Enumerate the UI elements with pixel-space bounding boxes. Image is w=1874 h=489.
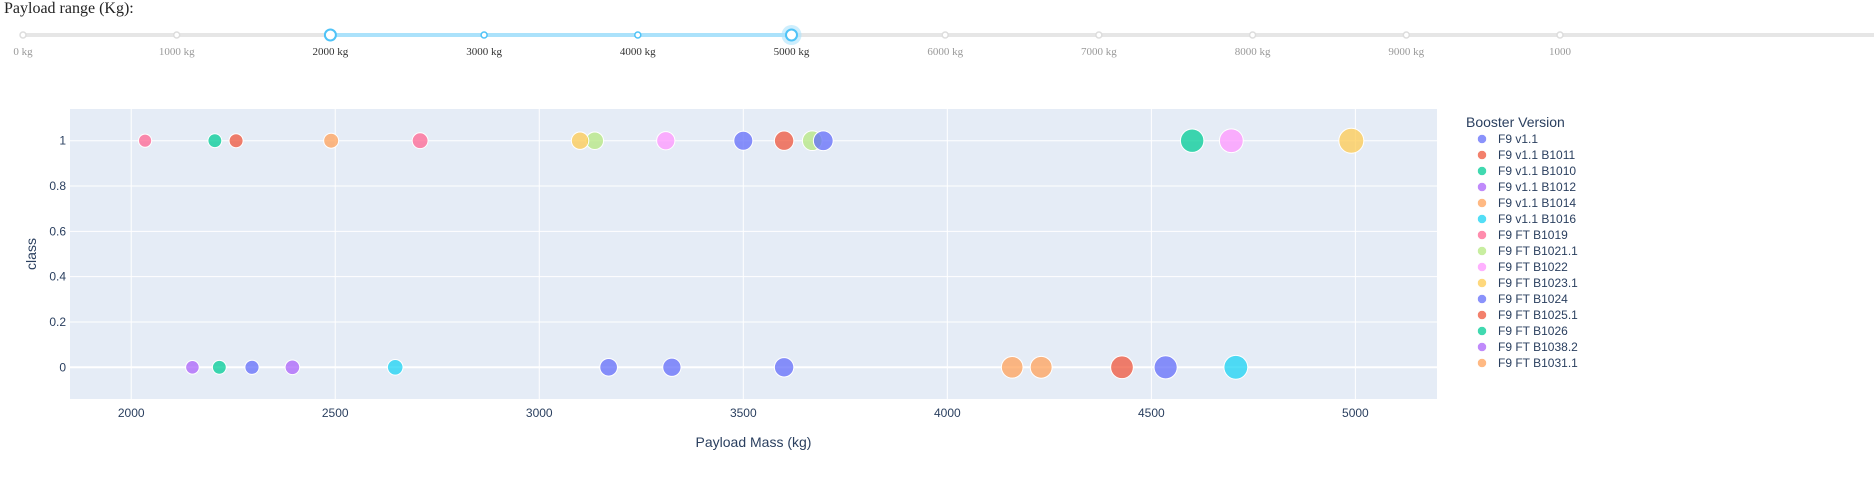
legend-label[interactable]: F9 FT B1038.2 xyxy=(1498,340,1578,354)
legend-marker[interactable] xyxy=(1478,135,1487,144)
data-point[interactable] xyxy=(186,360,200,374)
legend-marker[interactable] xyxy=(1478,215,1487,224)
y-tick-label: 0 xyxy=(59,360,66,374)
data-point[interactable] xyxy=(139,134,152,147)
x-tick-label: 4000 xyxy=(934,406,961,420)
data-point[interactable] xyxy=(734,131,753,150)
y-tick-label: 0.4 xyxy=(49,270,66,284)
data-point[interactable] xyxy=(1001,356,1023,378)
legend-label[interactable]: F9 FT B1021.1 xyxy=(1498,244,1578,258)
data-point[interactable] xyxy=(600,358,618,376)
x-tick-label: 4500 xyxy=(1138,406,1165,420)
data-point[interactable] xyxy=(1339,128,1364,153)
data-point[interactable] xyxy=(1180,129,1203,152)
legend-label[interactable]: F9 FT B1022 xyxy=(1498,260,1568,274)
y-axis-title: class xyxy=(23,238,39,270)
legend-marker[interactable] xyxy=(1478,343,1487,352)
data-point[interactable] xyxy=(571,132,588,149)
legend-marker[interactable] xyxy=(1478,167,1487,176)
y-tick-label: 0.8 xyxy=(49,179,66,193)
legend-marker[interactable] xyxy=(1478,231,1487,240)
legend-title: Booster Version xyxy=(1466,114,1565,130)
data-point[interactable] xyxy=(813,131,833,151)
legend-marker[interactable] xyxy=(1478,295,1487,304)
legend-label[interactable]: F9 FT B1019 xyxy=(1498,228,1568,242)
data-point[interactable] xyxy=(387,359,403,375)
legend-label[interactable]: F9 FT B1026 xyxy=(1498,324,1568,338)
legend-label[interactable]: F9 v1.1 B1014 xyxy=(1498,196,1576,210)
data-point[interactable] xyxy=(324,133,339,148)
legend-label[interactable]: F9 FT B1031.1 xyxy=(1498,356,1578,370)
data-point[interactable] xyxy=(412,133,428,149)
data-point[interactable] xyxy=(245,360,259,374)
legend-marker[interactable] xyxy=(1478,359,1487,368)
legend-label[interactable]: F9 v1.1 B1016 xyxy=(1498,212,1576,226)
data-point[interactable] xyxy=(1219,129,1243,153)
legend-label[interactable]: F9 v1.1 B1011 xyxy=(1498,148,1575,162)
data-point[interactable] xyxy=(1111,356,1134,379)
y-tick-label: 0.2 xyxy=(49,315,66,329)
legend-label[interactable]: F9 v1.1 B1010 xyxy=(1498,164,1576,178)
legend-marker[interactable] xyxy=(1478,279,1487,288)
x-tick-label: 3000 xyxy=(526,406,553,420)
data-point[interactable] xyxy=(657,132,675,150)
x-tick-label: 3500 xyxy=(730,406,757,420)
x-tick-label: 2500 xyxy=(322,406,349,420)
legend-marker[interactable] xyxy=(1478,183,1487,192)
legend-marker[interactable] xyxy=(1478,247,1487,256)
legend-marker[interactable] xyxy=(1478,263,1487,272)
y-tick-label: 1 xyxy=(59,134,66,148)
legend-label[interactable]: F9 v1.1 xyxy=(1498,132,1538,146)
x-axis-title: Payload Mass (kg) xyxy=(696,434,812,450)
data-point[interactable] xyxy=(229,134,243,148)
legend-marker[interactable] xyxy=(1478,311,1487,320)
x-tick-label: 2000 xyxy=(118,406,145,420)
data-point[interactable] xyxy=(774,131,793,150)
data-point[interactable] xyxy=(774,358,793,377)
data-point[interactable] xyxy=(1224,355,1248,379)
data-point[interactable] xyxy=(212,360,226,374)
data-point[interactable] xyxy=(208,134,222,148)
legend-label[interactable]: F9 FT B1025.1 xyxy=(1498,308,1578,322)
legend-label[interactable]: F9 v1.1 B1012 xyxy=(1498,180,1576,194)
legend-marker[interactable] xyxy=(1478,327,1487,336)
x-tick-label: 5000 xyxy=(1342,406,1369,420)
data-point[interactable] xyxy=(1030,356,1052,378)
data-point[interactable] xyxy=(285,360,300,375)
legend-marker[interactable] xyxy=(1478,199,1487,208)
legend-label[interactable]: F9 FT B1024 xyxy=(1498,292,1568,306)
legend-label[interactable]: F9 FT B1023.1 xyxy=(1498,276,1578,290)
data-point[interactable] xyxy=(1154,356,1177,379)
y-tick-label: 0.6 xyxy=(49,224,66,238)
data-point[interactable] xyxy=(663,358,681,376)
legend-marker[interactable] xyxy=(1478,151,1487,160)
